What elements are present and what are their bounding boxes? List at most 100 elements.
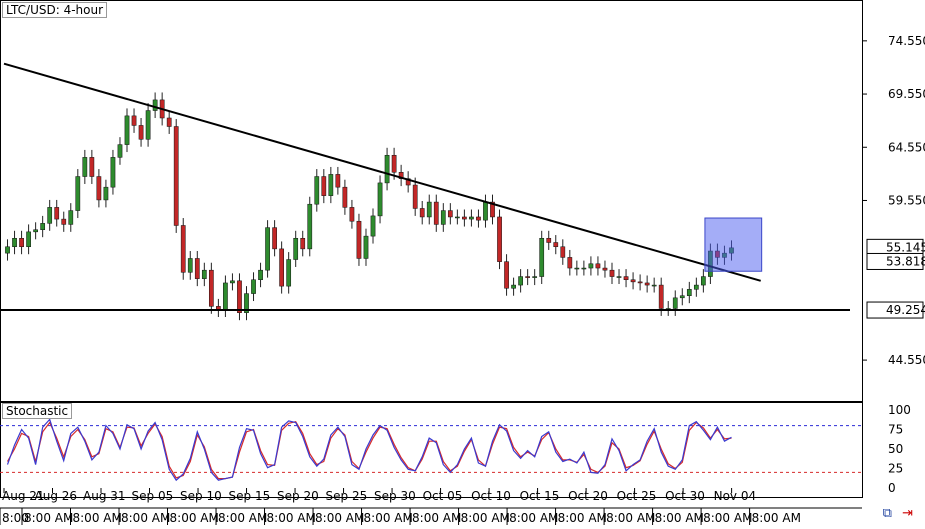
stochastic-lines (6, 418, 732, 482)
stochastic-label: Stochastic (2, 403, 73, 419)
candle-down (630, 279, 636, 283)
time-label: 8:00 AM (412, 511, 461, 525)
price-highlight-label: 55.145 (886, 240, 925, 254)
stochastic-tick-label: 25 (888, 462, 903, 476)
candle-down (623, 276, 629, 280)
time-label: 8:00 AM (655, 511, 704, 525)
time-label: 8:00 AM (218, 511, 267, 525)
price-tick-label: 64.550 (888, 140, 925, 154)
time-label: 8:00 AM (509, 511, 558, 525)
candle-up (314, 176, 320, 205)
candle-up (679, 295, 685, 299)
candle-down (419, 208, 425, 218)
candle-up (426, 201, 432, 218)
date-label: Sep 20 (277, 489, 319, 503)
candle-down (138, 125, 144, 140)
candle-up (363, 235, 369, 259)
candle-down (658, 284, 664, 309)
stochastic-panel-frame (0, 402, 863, 498)
date-label: Sep 30 (374, 489, 416, 503)
stochastic-levels (0, 425, 862, 473)
candle-up (82, 157, 88, 177)
candle-up (103, 186, 109, 201)
candle-down (412, 184, 418, 209)
stochastic-tick-label: 100 (888, 403, 911, 417)
time-label: 8:00 AM (170, 511, 219, 525)
candle-down (567, 257, 573, 269)
candle-down (279, 248, 284, 287)
candle-down (462, 216, 467, 220)
price-label-box (866, 252, 924, 270)
candle-up (532, 276, 538, 278)
candle-up (26, 231, 31, 248)
time-label: 8:00 AM (752, 511, 801, 525)
candle-up (693, 284, 699, 290)
candle-up (265, 227, 270, 271)
date-label: Sep 25 (326, 489, 368, 503)
candle-down (131, 115, 137, 126)
candle-up (440, 210, 446, 225)
time-label: 8:00 AM (461, 511, 510, 525)
time-label: 8:00 AM (267, 511, 316, 525)
candle-down (321, 176, 327, 196)
candle-up (33, 229, 38, 233)
chart-title: LTC/USD: 4-hour (2, 2, 108, 18)
price-label-box (866, 301, 924, 319)
date-label: Oct 30 (665, 489, 705, 503)
date-label: Oct 05 (423, 489, 463, 503)
candle-down (272, 227, 277, 250)
price-panel-frame (0, 0, 863, 402)
candle-up (588, 263, 594, 269)
candle-up (5, 246, 10, 254)
candle-up (251, 279, 256, 294)
candle-up (377, 182, 383, 217)
candle-up (110, 157, 116, 188)
stochastic-axis: 100 75 50 25 0 (888, 403, 911, 495)
time-label: 8:00 AM (121, 511, 170, 525)
arrow-right-icon[interactable]: ⇥ (902, 506, 913, 521)
time-label: 8:00 AM (24, 511, 73, 525)
time-label: 8:00 AM (364, 511, 413, 525)
candle-up (187, 258, 193, 273)
time-axis: 8:008:00 AM 8:00 AM 8:00 AM 8:00 AM 8:00 AM 8… (0, 508, 801, 525)
stochastic-tick-label: 75 (888, 423, 903, 437)
descending-trendline (3, 62, 761, 282)
date-label: Aug 26 (35, 489, 78, 503)
price-highlight-label: 49.254 (886, 303, 925, 317)
stochastic-tick-label: 0 (888, 481, 896, 495)
candle-up (581, 267, 587, 270)
date-label: Nov 04 (714, 489, 757, 503)
candle-down (173, 126, 179, 226)
candle-down (602, 267, 608, 271)
candle-down (19, 237, 24, 248)
candle-down (637, 281, 643, 284)
date-label: Aug 21 (2, 489, 45, 503)
chart-overlays (0, 62, 850, 312)
candle-up (483, 201, 488, 221)
candle-up (469, 216, 474, 220)
candle-up (574, 267, 580, 270)
candle-down (61, 218, 67, 225)
candle-down (497, 216, 502, 262)
candle-up (286, 259, 292, 287)
candle-down (342, 186, 348, 208)
candle-down (180, 225, 186, 273)
candle-down (194, 258, 200, 279)
candle-down (391, 154, 397, 173)
price-tick-label: 44.550 (888, 353, 925, 367)
time-label: 8:00 AM (73, 511, 122, 525)
time-label: 8:00 AM (315, 511, 364, 525)
date-label: Oct 15 (520, 489, 560, 503)
candle-up (47, 207, 53, 224)
candle-down (609, 269, 615, 277)
link-chart-icon[interactable]: ⧉ (882, 506, 892, 521)
candle-up (370, 215, 376, 237)
date-label: Sep 10 (180, 489, 222, 503)
candle-down (560, 246, 566, 258)
candle-up (518, 276, 523, 286)
date-label: Aug 31 (83, 489, 126, 503)
candle-up (455, 216, 460, 219)
candle-up (651, 284, 657, 287)
price-tick-label: 74.550 (888, 34, 925, 48)
candle-down (595, 263, 601, 269)
